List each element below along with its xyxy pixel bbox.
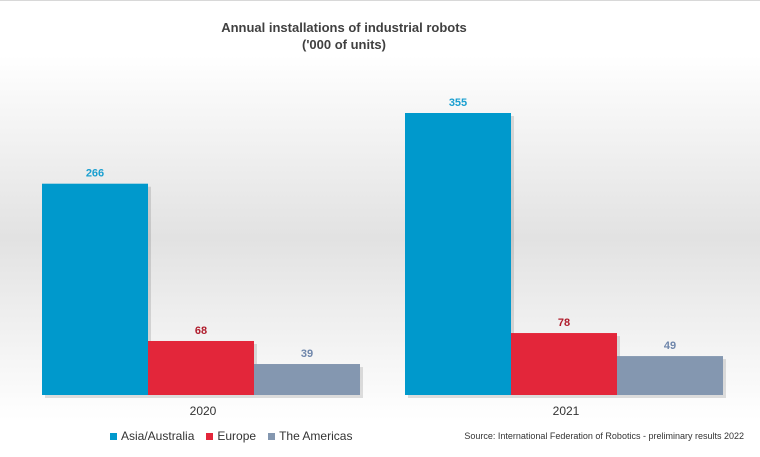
data-label-asia-australia-2021: 355 — [449, 97, 467, 109]
data-label-the-americas-2021: 49 — [664, 340, 676, 352]
legend-swatch-asia-australia — [110, 432, 117, 440]
bar-asia-australia-2021 — [405, 113, 511, 395]
bar-the-americas-2020 — [254, 364, 360, 395]
chart-title: Annual installations of industrial robot… — [221, 20, 467, 35]
bar-asia-australia-2020 — [42, 183, 148, 395]
bar-europe-2021 — [511, 333, 617, 395]
bar-europe-2020 — [148, 340, 254, 395]
legend-item-europe: Europe — [206, 429, 256, 443]
legend-swatch-the-americas — [268, 432, 276, 440]
data-label-the-americas-2020: 39 — [301, 348, 313, 360]
legend-label-europe: Europe — [217, 429, 257, 443]
chart-title-block: Annual installations of industrial robot… — [0, 19, 688, 53]
legend-label-asia-australia: Asia/Australia — [121, 429, 195, 443]
legend-item-asia-australia: Asia/Australia — [110, 429, 194, 443]
category-label-2021: 2021 — [553, 404, 580, 418]
source-note: Source: International Federation of Robo… — [464, 431, 744, 441]
legend-swatch-europe — [206, 432, 214, 440]
legend-label-the-americas: The Americas — [279, 429, 353, 443]
legend-item-the-americas: The Americas — [268, 429, 352, 443]
chart-subtitle: ('000 of units) — [302, 37, 386, 52]
bar-the-americas-2021 — [617, 356, 723, 395]
category-label-2020: 2020 — [190, 404, 217, 418]
data-label-europe-2020: 68 — [195, 325, 207, 337]
data-label-asia-australia-2020: 266 — [86, 168, 104, 180]
data-label-europe-2021: 78 — [558, 317, 570, 329]
plot-area: 266 68 39 2020 355 78 49 2021 — [42, 97, 726, 418]
legend: Asia/Australia Europe The Americas — [110, 429, 364, 443]
